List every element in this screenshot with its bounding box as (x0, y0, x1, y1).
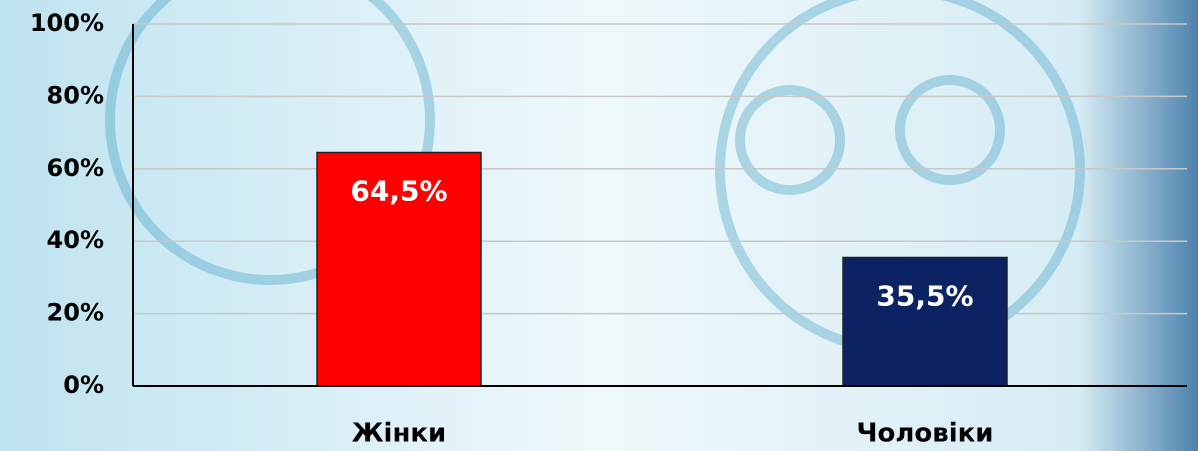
y-tick-label: 0% (63, 371, 104, 399)
data-label: 64,5% (350, 175, 447, 208)
y-tick-label: 20% (47, 299, 104, 327)
y-tick-label: 100% (30, 9, 104, 37)
background (0, 0, 1198, 451)
data-label: 35,5% (876, 279, 973, 312)
chart: 0% 20% 40% 60% 80% 100% Жінки 64,5% Чоловіки 35,5… (0, 0, 1198, 451)
y-tick-label: 60% (47, 154, 104, 182)
page: 0% 20% 40% 60% 80% 100% Жінки 64,5% Чоловіки 35,5… (0, 0, 1198, 451)
y-tick-label: 40% (47, 226, 104, 254)
bar (843, 257, 1007, 386)
y-tick-label: 80% (47, 81, 104, 109)
x-tick-label: Чоловіки (856, 419, 993, 449)
x-tick-label: Жінки (352, 419, 447, 449)
